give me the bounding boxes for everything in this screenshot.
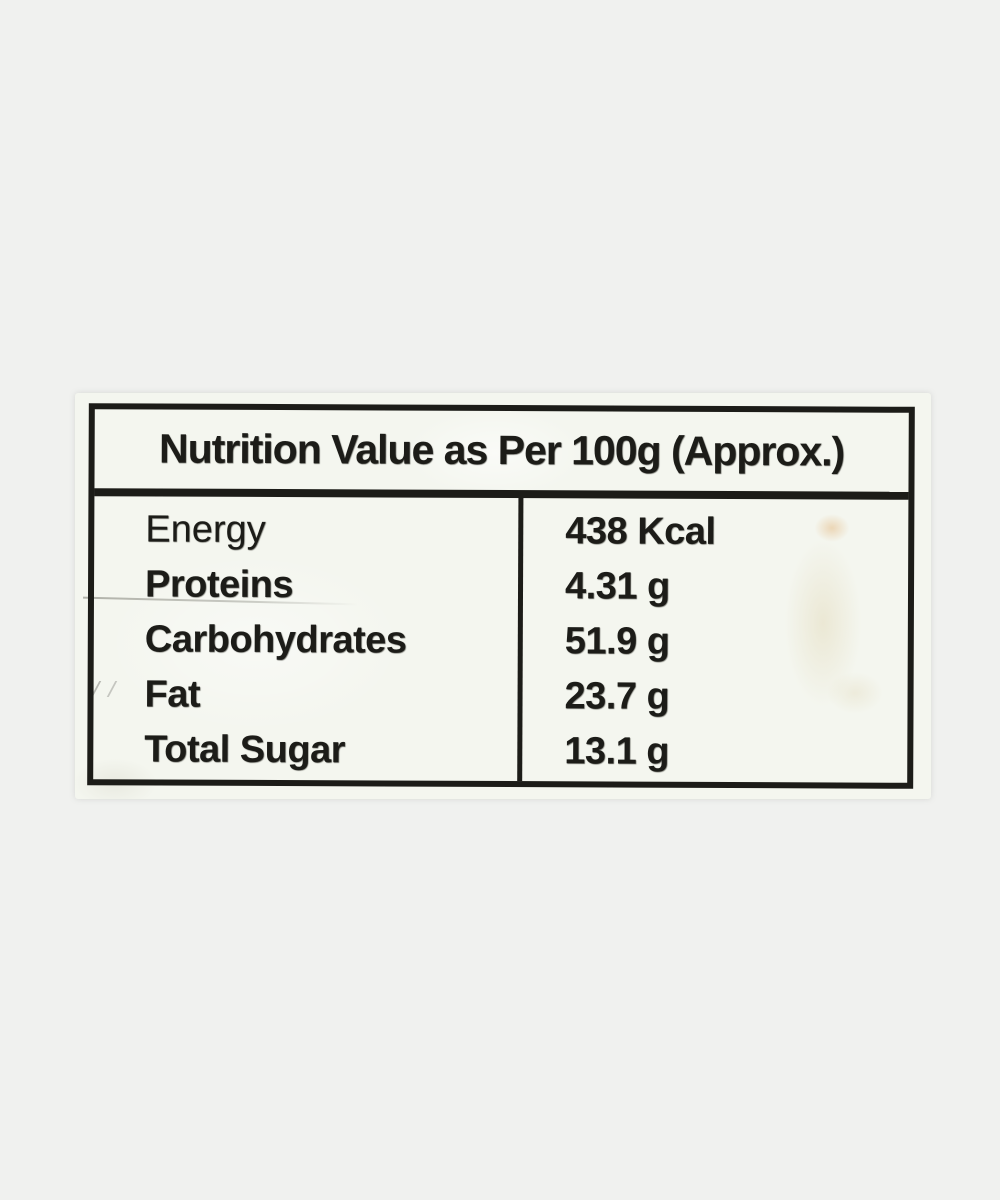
nutrient-name: Energy xyxy=(145,508,266,551)
nutrient-value: 51.9 g xyxy=(564,620,670,663)
nutrition-table: Nutrition Value as Per 100g (Approx.) En… xyxy=(87,403,915,789)
nutrient-value: 13.1 g xyxy=(564,730,670,773)
nutrient-name: Proteins xyxy=(144,563,294,607)
nutrient-value: 23.7 g xyxy=(564,675,670,718)
nutrient-value: 4.31 g xyxy=(564,565,670,608)
nutrient-name: Carbohydrates xyxy=(144,618,407,662)
nutrient-name: Fat xyxy=(144,673,201,716)
table-title: Nutrition Value as Per 100g (Approx.) xyxy=(158,425,845,475)
table-row: Proteins 4.31 g xyxy=(94,557,908,616)
table-row: Fat 23.7 g xyxy=(93,667,907,726)
table-row: Total Sugar 13.1 g xyxy=(93,722,907,781)
table-header: Nutrition Value as Per 100g (Approx.) xyxy=(94,409,909,500)
table-row: Carbohydrates 51.9 g xyxy=(94,612,908,671)
nutrient-value: 438 Kcal xyxy=(565,510,716,553)
table-row: Energy 438 Kcal xyxy=(94,502,908,561)
table-body: Energy 438 Kcal Proteins 4.31 g Carbohyd… xyxy=(93,496,908,783)
nutrient-name: Total Sugar xyxy=(144,728,346,772)
nutrition-label-paper: Nutrition Value as Per 100g (Approx.) En… xyxy=(75,393,931,799)
